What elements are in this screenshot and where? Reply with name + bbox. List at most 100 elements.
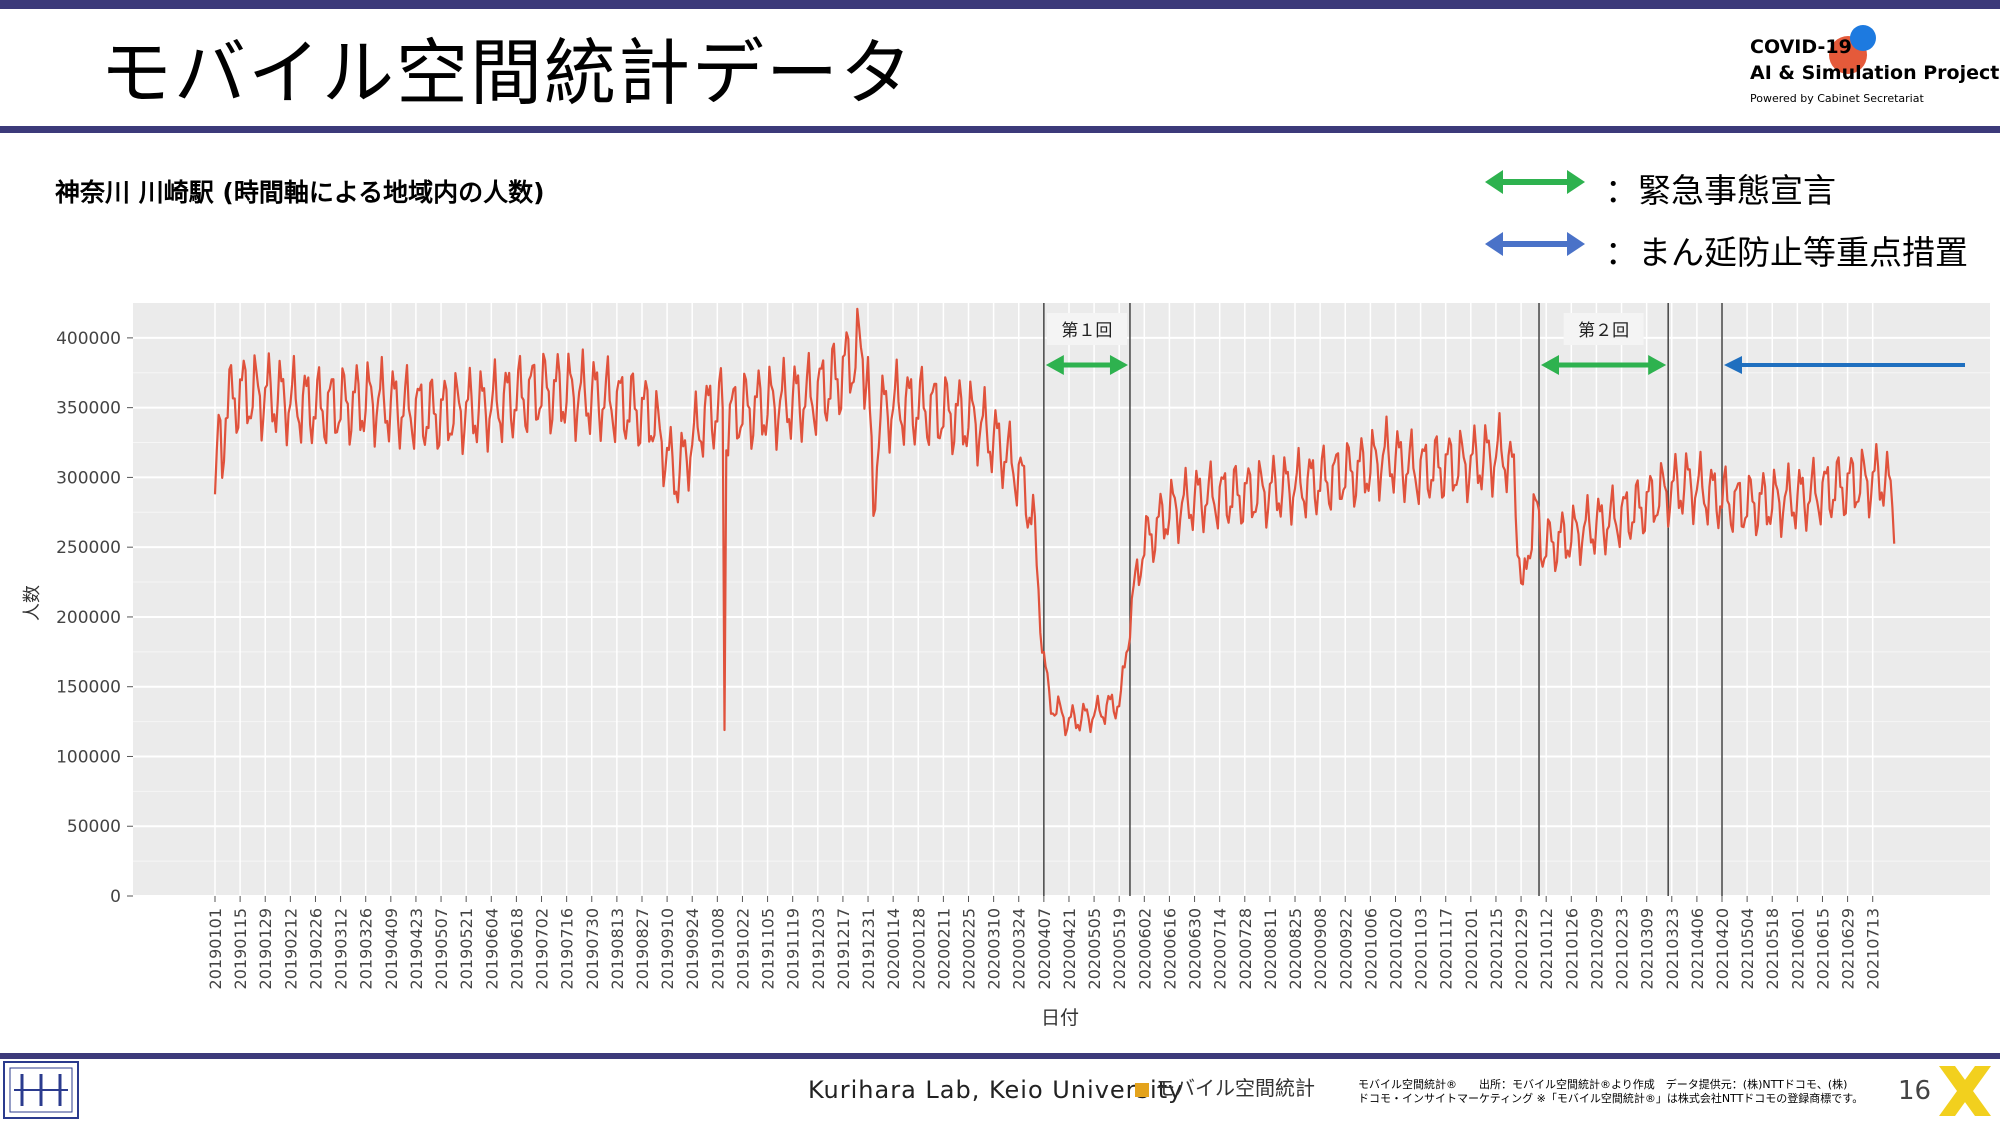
legend-item-priority-measures: ：まん延防止等重点措置	[1485, 222, 2000, 272]
double-arrow-icon	[1485, 232, 1585, 256]
y-tick-label: 50000	[67, 817, 121, 837]
x-tick-label: 20190924	[683, 908, 702, 989]
y-axis: 0 50000 100000 150000 200000 250000 300000 3500…	[56, 329, 133, 907]
x-tick-label: 20200602	[1135, 908, 1154, 989]
period-arrow-head	[1045, 355, 1064, 375]
y-tick-label: 300000	[56, 468, 121, 488]
x-tick-label: 20201103	[1412, 908, 1431, 989]
university-logo	[3, 1061, 79, 1119]
x-tick-label: 20210713	[1864, 908, 1883, 989]
x-tick-label: 20190827	[633, 908, 652, 989]
x-tick-label: 20190115	[231, 908, 250, 989]
x-tick-label: 20200616	[1160, 908, 1179, 989]
x-tick-label: 20200114	[884, 908, 903, 989]
footer-note-line1: モバイル空間統計® 出所：モバイル空間統計®より作成 データ提供元：(株)NTT…	[1358, 1078, 1848, 1091]
x-tick-label: 20201201	[1462, 908, 1481, 989]
period-arrow-head	[1724, 356, 1743, 374]
grid	[133, 303, 1990, 897]
footer-note: モバイル空間統計® 出所：モバイル空間統計®より作成 データ提供元：(株)NTT…	[1358, 1078, 1863, 1106]
chart-title: 神奈川 川崎駅 (時間軸による地域内の人数)	[55, 178, 545, 207]
x-tick-label: 20190409	[382, 908, 401, 989]
x-tick-label: 20190423	[407, 908, 426, 989]
x-tick-label: 20200128	[909, 908, 928, 989]
period-arrow-head	[1109, 355, 1128, 375]
footer-divider	[0, 1053, 2000, 1059]
x-tick-label: 20200421	[1060, 908, 1079, 989]
x-tick-label: 20200728	[1236, 908, 1255, 989]
x-tick-label: 20190604	[482, 908, 501, 989]
logo-line2: AI & Simulation Project	[1750, 62, 2000, 84]
period-arrow-head	[1648, 355, 1667, 375]
y-tick-label: 400000	[56, 329, 121, 349]
y-tick-label: 200000	[56, 608, 121, 628]
x-tick-label: 20210126	[1562, 908, 1581, 989]
x-tick-label: 20201020	[1386, 908, 1405, 989]
x-tick-label: 20190226	[306, 908, 325, 989]
x-tick-label: 20190910	[658, 908, 677, 989]
x-tick-label: 20200811	[1261, 908, 1280, 989]
logo-line1: COVID-19	[1750, 36, 1852, 58]
x-tick-label: 20210601	[1788, 908, 1807, 989]
x-logo-icon	[1939, 1066, 1991, 1116]
x-tick-label: 20210323	[1663, 908, 1682, 989]
x-tick-label: 20210209	[1587, 908, 1606, 989]
project-logo: COVID-19 AI & Simulation Project Powered…	[1745, 22, 1999, 117]
period-label-box	[1563, 313, 1644, 345]
x-tick-label: 20200310	[985, 908, 1004, 989]
x-axis: 20190101 20190115 20190129 20190212 20190226…	[206, 896, 1883, 989]
y-axis-label: 人数	[22, 585, 43, 621]
x-tick-label: 20201229	[1512, 908, 1531, 989]
x-tick-label: 20191119	[784, 908, 803, 989]
x-tick-label: 20210420	[1713, 908, 1732, 989]
x-tick-label: 20191231	[859, 908, 878, 989]
logo-line3: Powered by Cabinet Secretariat	[1750, 92, 1924, 105]
x-tick-label: 20190730	[583, 908, 602, 989]
x-tick-label: 20191008	[708, 908, 727, 989]
legend-label-emergency: ：緊急事態宣言	[1605, 171, 1836, 210]
brand-cube-icon	[1135, 1082, 1149, 1097]
logo-dot-blue	[1850, 25, 1876, 51]
period-label: 第２回	[1578, 321, 1629, 341]
x-tick-label: 20190507	[432, 908, 451, 989]
x-tick-label: 20190212	[281, 908, 300, 989]
period-lines	[1043, 303, 1723, 896]
period-label: 第１回	[1061, 321, 1112, 341]
x-tick-label: 20201006	[1361, 908, 1380, 989]
x-tick-label: 20191203	[809, 908, 828, 989]
y-tick-label: 250000	[56, 538, 121, 558]
y-tick-label: 0	[110, 887, 121, 907]
x-tick-label: 20210629	[1839, 908, 1858, 989]
legend-label-priority-measures: ：まん延防止等重点措置	[1605, 233, 1968, 272]
x-tick-label: 20200908	[1311, 908, 1330, 989]
series-line	[213, 307, 1896, 737]
footer-note-line2: ドコモ・インサイトマーケティング ※「モバイル空間統計®」は株式会社NTTドコモ…	[1358, 1092, 1864, 1105]
x-tick-label: 20200922	[1336, 908, 1355, 989]
x-tick-label: 20210518	[1763, 908, 1782, 989]
x-tick-label: 20201117	[1437, 908, 1456, 989]
x-tick-label: 20210615	[1813, 908, 1832, 989]
legend-item-emergency: ：緊急事態宣言	[1485, 160, 1985, 210]
x-tick-label: 20210309	[1638, 908, 1657, 989]
header-divider	[0, 126, 2000, 133]
x-tick-label: 20190702	[533, 908, 552, 989]
x-tick-label: 20190101	[206, 908, 225, 989]
line-chart: 0 50000 100000 150000 200000 250000 300000 3500…	[22, 303, 1990, 1029]
x-tick-label: 20200324	[1010, 908, 1029, 989]
period-label-box	[1046, 313, 1127, 345]
x-tick-label: 20200519	[1110, 908, 1129, 989]
x-tick-label: 20200714	[1211, 908, 1230, 989]
x-tick-label: 20191105	[759, 908, 778, 989]
x-tick-label: 20190813	[608, 908, 627, 989]
x-tick-label: 20210223	[1613, 908, 1632, 989]
top-bar	[0, 0, 2000, 9]
footer-lab: Kurihara Lab, Keio University	[808, 1076, 1184, 1104]
x-tick-label: 20201215	[1487, 908, 1506, 989]
page-title: モバイル空間統計データ	[100, 31, 915, 115]
x-tick-label: 20210504	[1738, 908, 1757, 989]
plot-background	[133, 303, 1990, 896]
y-tick-label: 350000	[56, 399, 121, 419]
x-tick-label: 20200407	[1035, 908, 1054, 989]
x-tick-label: 20200211	[934, 908, 953, 989]
y-tick-label: 150000	[56, 678, 121, 698]
x-tick-label: 20200505	[1085, 908, 1104, 989]
